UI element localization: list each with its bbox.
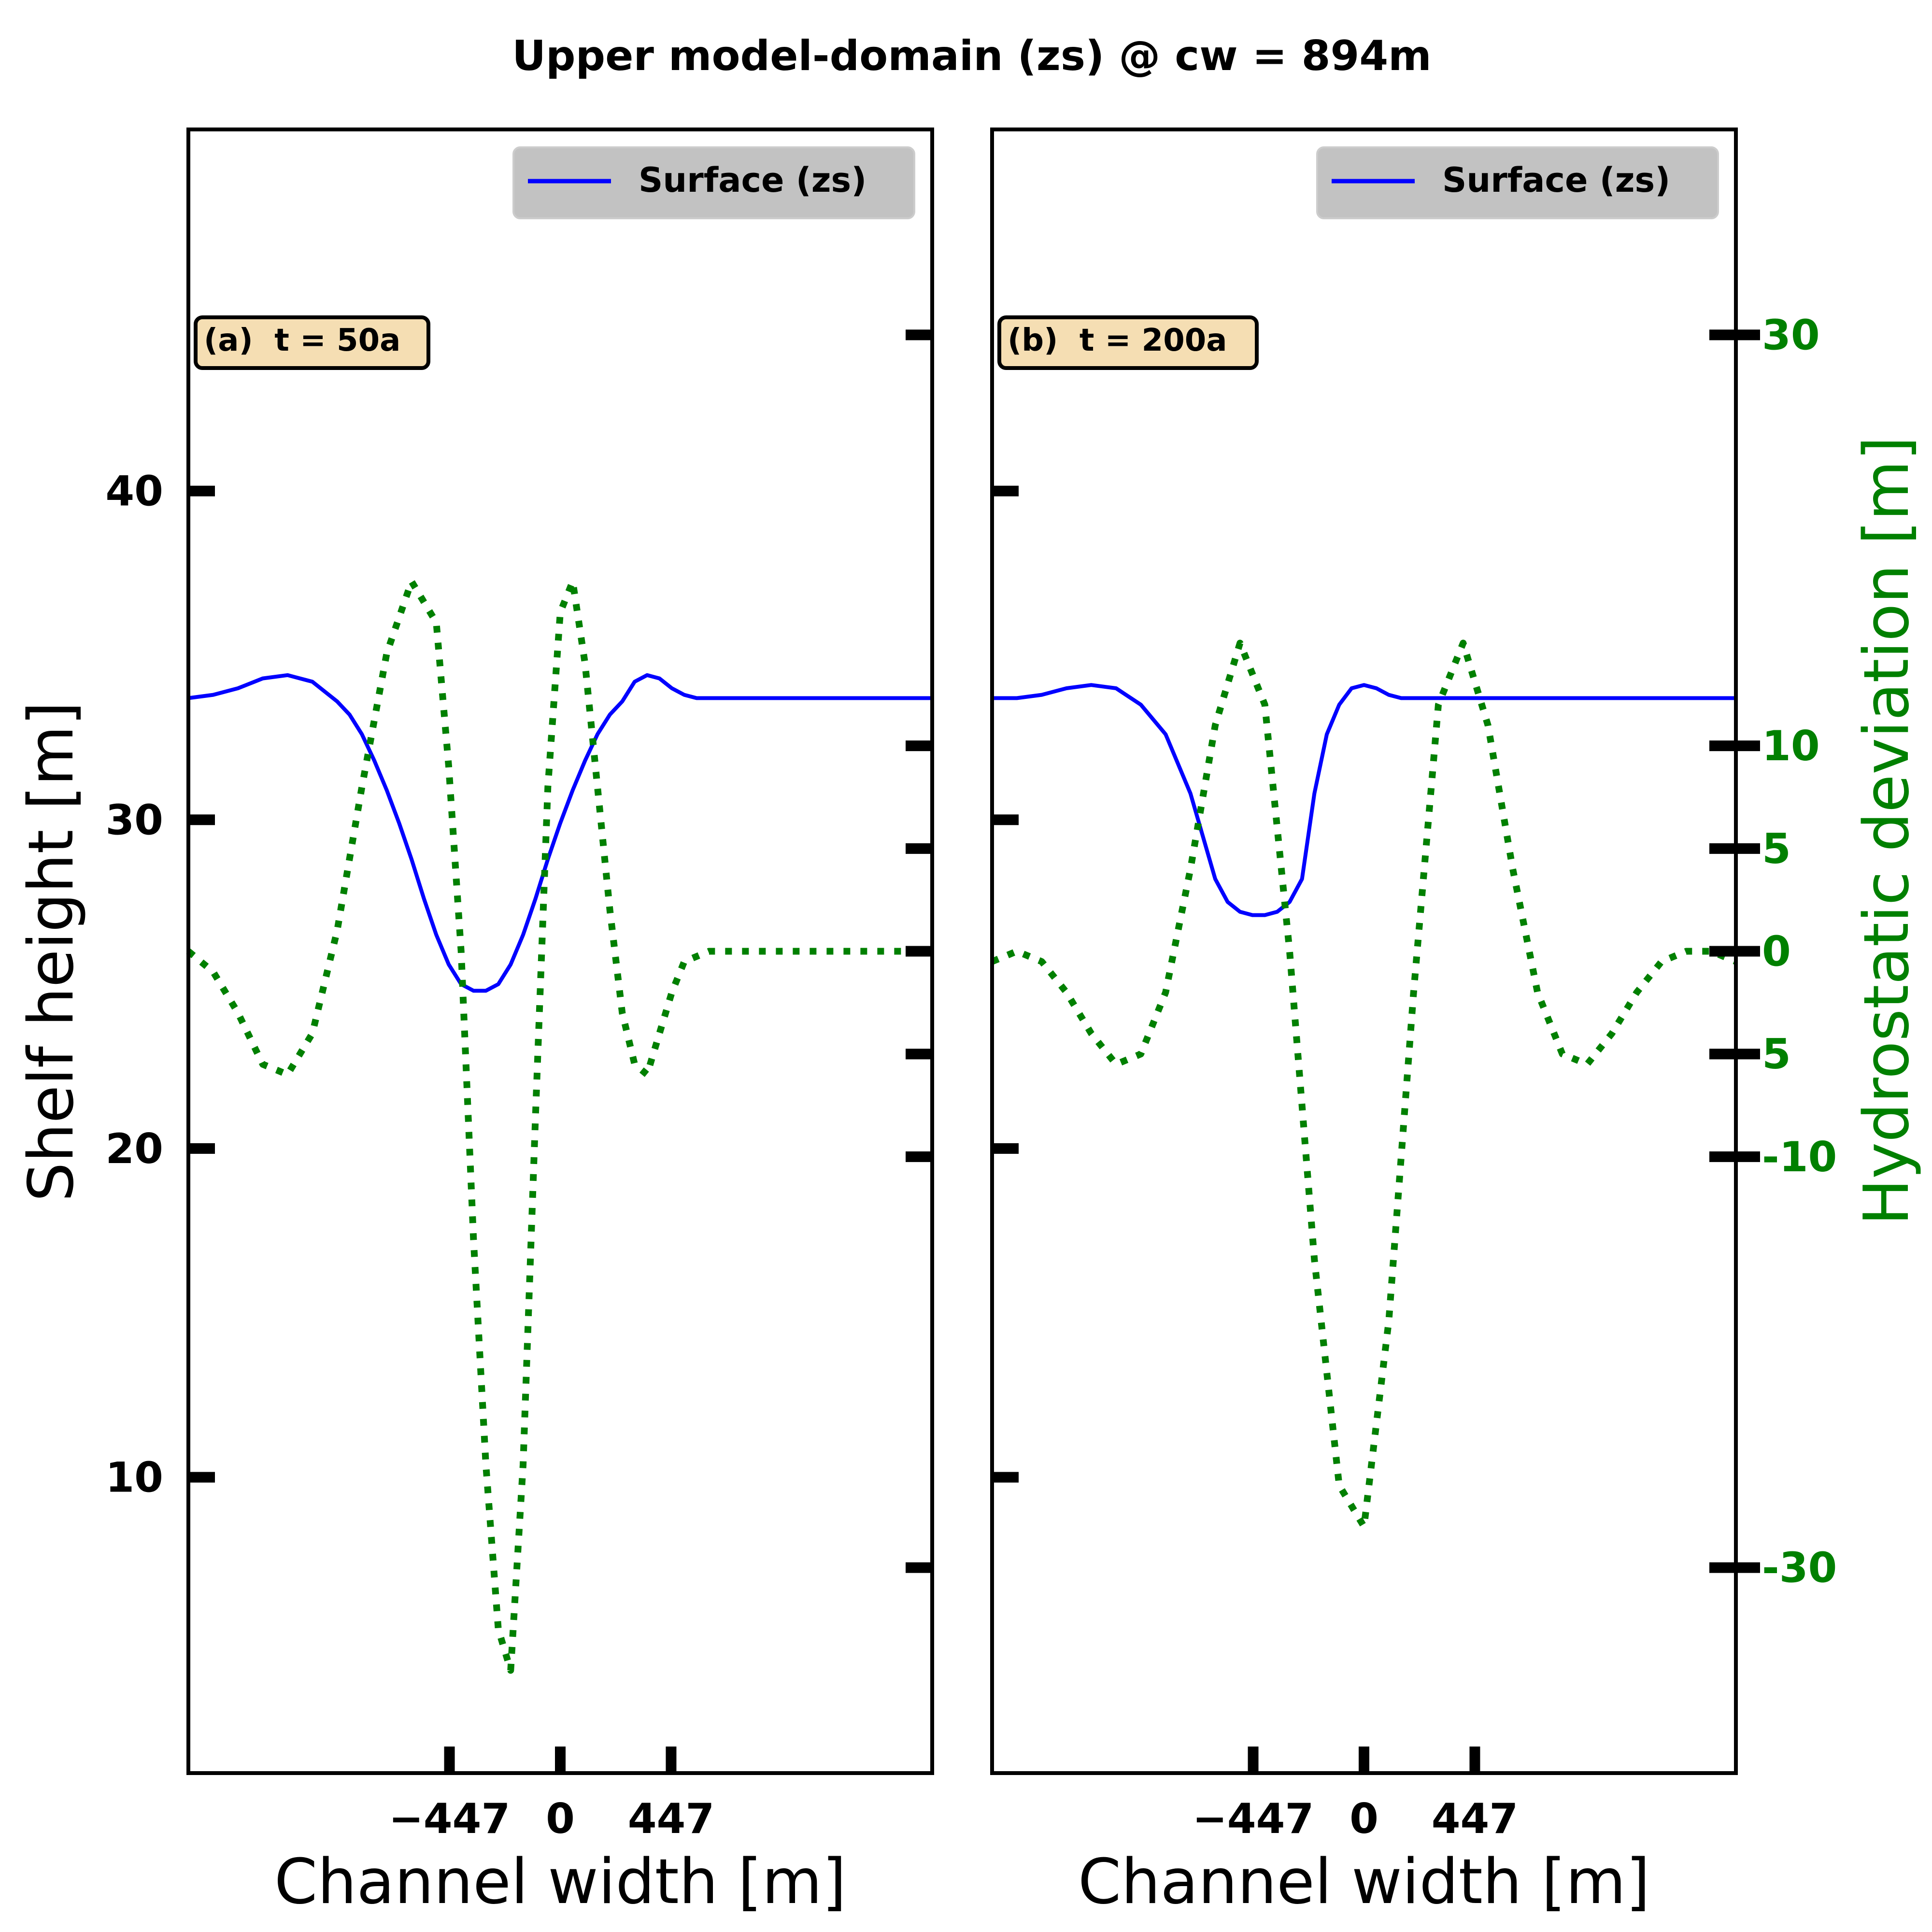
legend-a: Surface (zs)	[512, 146, 915, 219]
plot-area-b	[991, 639, 1737, 1530]
y-tick-label-right: -10	[1762, 1133, 1837, 1181]
panel-label-box-b	[997, 315, 1259, 370]
right-axis-ticks: -30 -10 5 0 5 10 30	[1736, 311, 1837, 1592]
y-tick-label-right: -30	[1762, 1544, 1837, 1592]
panel-label-box-a	[194, 315, 430, 370]
legend-box-a	[512, 146, 915, 219]
series-line-surface	[992, 683, 1736, 917]
legend-b: Surface (zs)	[1316, 146, 1719, 219]
x-tick-label: 447	[1432, 1795, 1519, 1843]
y-tick-label-right: 5	[1762, 1030, 1791, 1079]
y-tick-label-right: 5	[1762, 825, 1791, 873]
x-tick-label: −447	[1193, 1795, 1314, 1843]
x-tick-label: 447	[628, 1795, 715, 1843]
y-axis-label-left: Shelf height [m]	[15, 701, 87, 1202]
ticks-a: −447 0 447 10 20 30 40	[105, 329, 932, 1843]
y-tick-label-right: 0	[1762, 928, 1791, 976]
y-tick-label-left: 20	[105, 1125, 163, 1173]
series-line-deviation	[991, 639, 1737, 1530]
ticks-b: −447 0 447	[992, 329, 1736, 1843]
legend-label-a: Surface (zs)	[639, 160, 867, 200]
panel-label-text-b: (b) t = 200a	[1008, 323, 1227, 358]
series-line-surface	[188, 673, 932, 993]
panel-label-text-a: (a) t = 50a	[204, 323, 400, 358]
x-axis-label-b: Channel width [m]	[1078, 1846, 1650, 1918]
x-tick-label: 0	[546, 1795, 575, 1843]
chart-title: Upper model-domain (zs) @ cw = 894m	[512, 32, 1432, 80]
legend-box-b	[1316, 146, 1719, 219]
y-axis-label-right: Hydrostatic deviation [m]	[1851, 436, 1923, 1225]
x-tick-label: −447	[389, 1795, 511, 1843]
panel-label-a: (a) t = 50a	[194, 315, 430, 370]
y-tick-label-right: 30	[1762, 311, 1820, 359]
y-tick-label-left: 40	[105, 468, 163, 516]
plot-area-a	[186, 578, 932, 1674]
panel-b: −447 0 447 (b) t = 200a Surface (zs) -30 -1…	[990, 128, 1837, 1843]
y-tick-label-left: 10	[105, 1453, 163, 1502]
x-axis-label-a: Channel width [m]	[274, 1846, 846, 1918]
panel-label-b: (b) t = 200a	[997, 315, 1259, 370]
panel-a: −447 0 447 10 20 30 40 (a) t = 50a Surface (zs…	[105, 128, 934, 1843]
y-tick-label-right: 10	[1762, 722, 1820, 770]
y-tick-label-left: 30	[105, 796, 163, 844]
legend-label-b: Surface (zs)	[1442, 160, 1670, 200]
x-tick-label: 0	[1350, 1795, 1378, 1843]
